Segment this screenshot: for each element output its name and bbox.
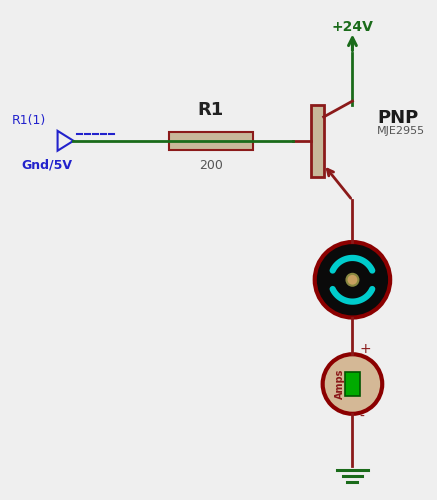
Text: -: - <box>359 410 364 424</box>
Circle shape <box>315 242 390 318</box>
Circle shape <box>323 354 382 414</box>
Bar <box>169 132 253 150</box>
Text: R1: R1 <box>198 101 224 119</box>
Text: PNP: PNP <box>377 109 419 127</box>
Bar <box>345 372 360 396</box>
Text: Gnd/5V: Gnd/5V <box>22 158 73 172</box>
Text: Amps: Amps <box>335 369 344 399</box>
Text: MJE2955: MJE2955 <box>377 126 425 136</box>
Circle shape <box>347 274 358 285</box>
Text: R1(1): R1(1) <box>12 114 46 127</box>
Bar <box>311 105 324 176</box>
Text: +24V: +24V <box>332 20 373 34</box>
Text: 200: 200 <box>199 158 223 172</box>
Text: +: + <box>359 342 371 356</box>
